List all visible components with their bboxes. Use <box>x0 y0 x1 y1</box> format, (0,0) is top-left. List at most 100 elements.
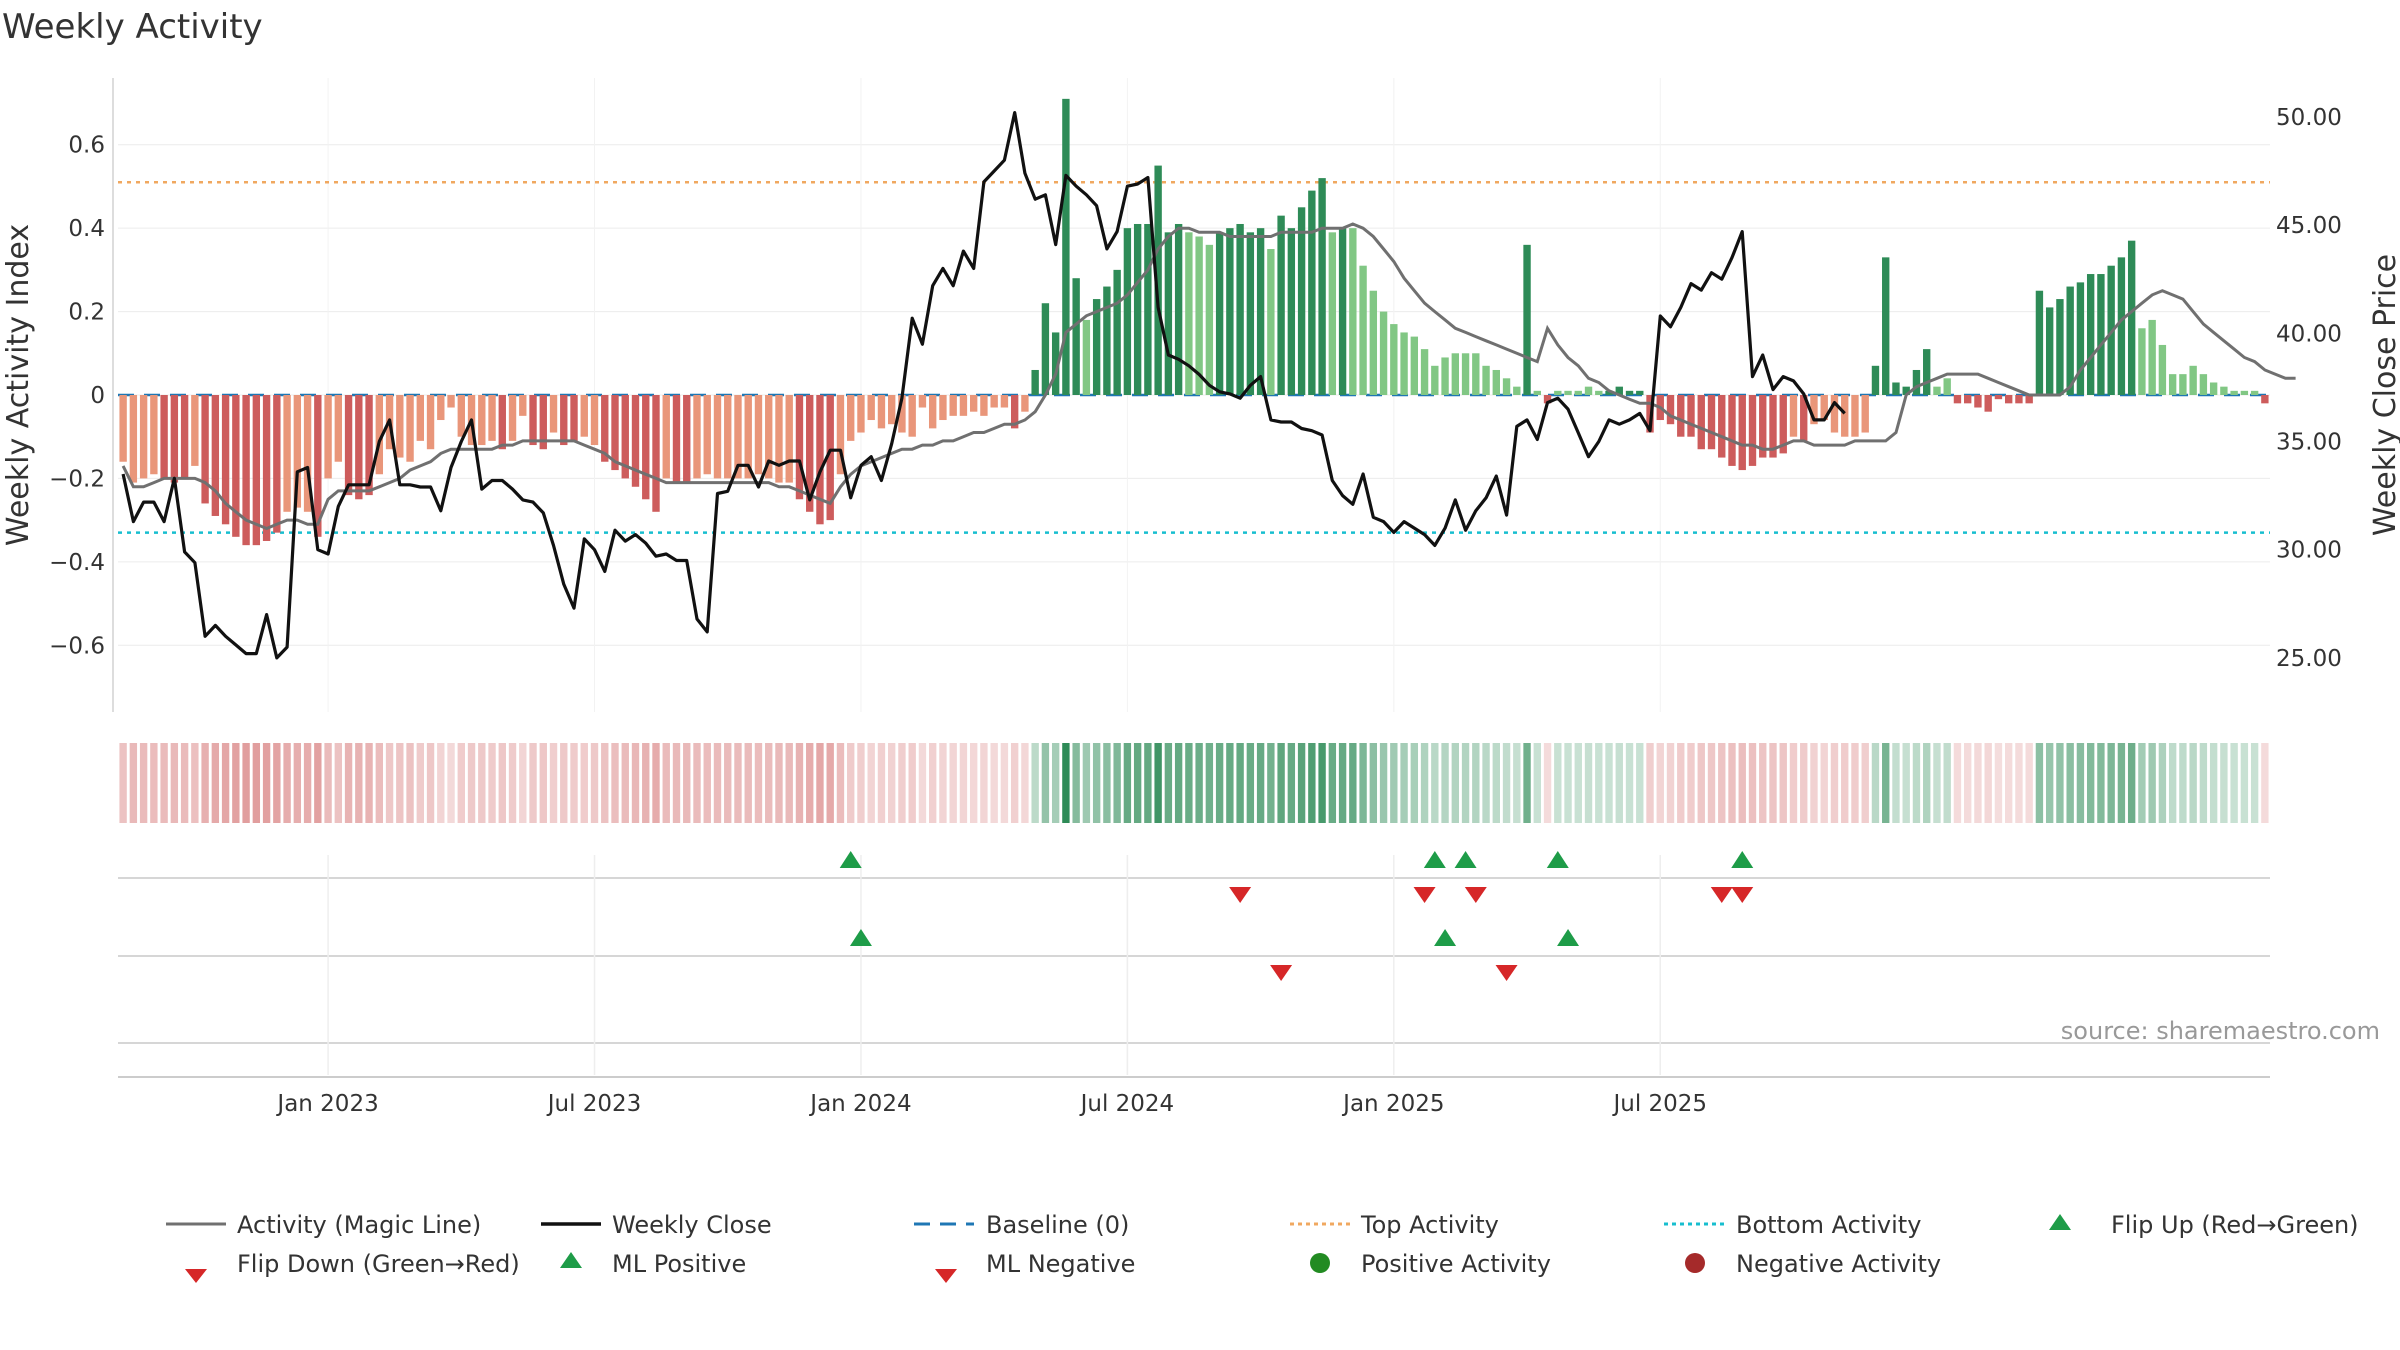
activity-bar <box>1595 390 1603 395</box>
activity-bar <box>1748 395 1757 466</box>
activity-bar <box>642 395 650 500</box>
activity-bar <box>232 395 240 537</box>
activity-bar <box>457 395 465 437</box>
ml-positive-marker <box>1557 929 1580 946</box>
activity-bar <box>857 395 865 433</box>
heat-cell <box>1205 743 1214 823</box>
magic-line-series <box>121 222 2296 531</box>
activity-bar <box>2076 282 2085 395</box>
heat-cell <box>478 743 486 823</box>
heat-cell <box>1943 743 1951 823</box>
activity-bar <box>1779 395 1787 454</box>
heat-cell <box>1021 743 1029 823</box>
heat-cell <box>1718 743 1726 823</box>
activity-bar <box>273 395 281 533</box>
activity-bar <box>1666 395 1675 425</box>
activity-bar <box>1728 395 1736 466</box>
heat-cell <box>1359 743 1367 823</box>
heat-cell <box>867 743 875 823</box>
activity-bar <box>1082 319 1091 395</box>
y-tick-right: 25.00 <box>2276 646 2342 672</box>
heat-cell <box>2230 743 2238 823</box>
heat-cell <box>1933 743 1941 823</box>
ml-positive-marker <box>1434 929 1457 946</box>
legend-baseline: Baseline (0) <box>986 1211 1129 1239</box>
heat-cell <box>1861 743 1869 823</box>
activity-bar <box>1144 223 1152 395</box>
marker-rows <box>118 851 2270 1078</box>
heat-cell <box>1113 743 1121 823</box>
activity-bar <box>262 395 271 541</box>
heat-cell <box>1236 743 1244 823</box>
heat-cell <box>1226 743 1234 823</box>
heat-cell <box>785 743 793 823</box>
activity-bar <box>795 395 804 500</box>
activity-bar <box>959 395 968 416</box>
heat-cell <box>1031 743 1039 823</box>
heat-cell <box>795 743 804 823</box>
activity-bar <box>1687 395 1695 437</box>
heat-cell <box>590 743 599 823</box>
activity-bar <box>1523 244 1531 395</box>
heat-cell <box>1410 743 1419 823</box>
activity-bar <box>877 395 886 429</box>
heat-cell <box>1420 743 1429 823</box>
heat-cell <box>2138 743 2146 823</box>
heat-cell <box>529 743 537 823</box>
activity-bar <box>1830 395 1839 433</box>
activity-bar <box>221 395 230 525</box>
activity-bar <box>1994 395 2003 400</box>
activity-bar <box>2127 240 2136 395</box>
activity-bar <box>1964 395 1972 404</box>
activity-bar <box>303 395 312 512</box>
heat-cell <box>1523 743 1531 823</box>
activity-bar <box>1943 378 1951 395</box>
activity-bar <box>1420 349 1429 395</box>
heat-cell <box>549 743 558 823</box>
activity-bar <box>2261 395 2269 404</box>
y-tick-right: 30.00 <box>2276 538 2342 564</box>
activity-bar <box>898 395 906 433</box>
activity-bar <box>1564 390 1572 395</box>
y-tick-right: 50.00 <box>2276 105 2342 131</box>
legend-flip-down: Flip Down (Green→Red) <box>237 1250 520 1278</box>
heat-cell <box>1584 743 1593 823</box>
heat-cell <box>1564 743 1572 823</box>
activity-bar <box>1287 228 1296 395</box>
heat-cell <box>1882 743 1890 823</box>
y-tick-left: −0.4 <box>49 550 105 576</box>
heat-cell <box>488 743 496 823</box>
activity-bar <box>1892 382 1900 395</box>
heat-cell <box>314 743 322 823</box>
heat-cell <box>601 743 609 823</box>
heat-cell <box>847 743 855 823</box>
heat-cell <box>928 743 937 823</box>
activity-bar <box>1513 386 1521 395</box>
heat-cell <box>1677 743 1685 823</box>
heat-cell <box>1318 743 1326 823</box>
activity-bar <box>1010 395 1019 429</box>
heat-cell <box>1400 743 1408 823</box>
heat-cell <box>1441 743 1449 823</box>
heat-cell <box>201 743 209 823</box>
heat-cell <box>1461 743 1470 823</box>
activity-bar <box>888 395 896 425</box>
heat-cell <box>273 743 281 823</box>
heat-cell <box>1779 743 1787 823</box>
legend-bottom-activity: Bottom Activity <box>1736 1211 1921 1239</box>
heat-cell <box>816 743 824 823</box>
activity-bar <box>867 395 875 421</box>
flip-up-marker <box>1731 851 1754 868</box>
heat-cell <box>2189 743 2197 823</box>
heat-cell <box>2086 743 2095 823</box>
activity-bar <box>1554 390 1562 395</box>
activity-bar <box>560 395 568 446</box>
heat-cell <box>1287 743 1296 823</box>
activity-bar <box>2240 390 2249 395</box>
heat-cell <box>1554 743 1562 823</box>
activity-bar <box>406 395 414 462</box>
activity-bar <box>314 395 322 537</box>
activity-bar <box>355 395 363 500</box>
activity-bar <box>1062 98 1070 396</box>
heat-cell <box>457 743 465 823</box>
